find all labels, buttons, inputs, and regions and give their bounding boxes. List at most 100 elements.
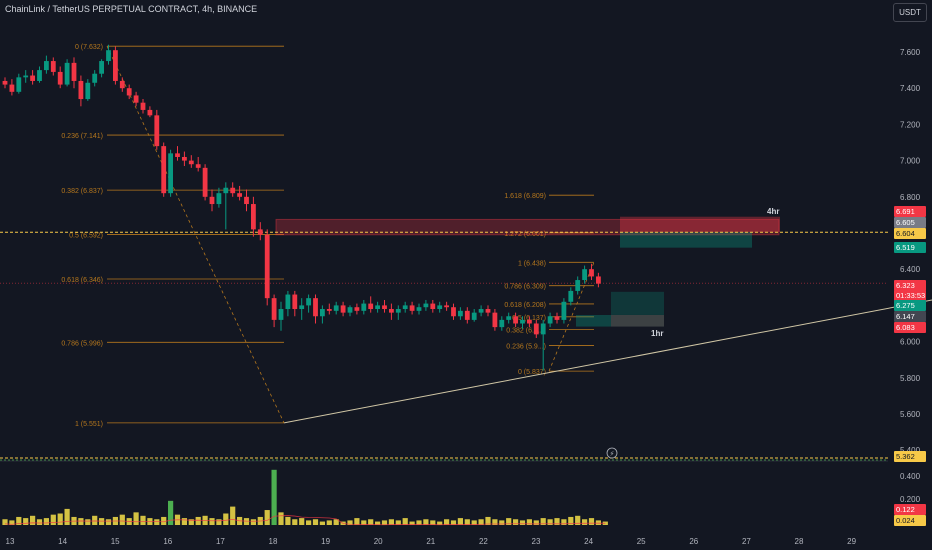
candle-body	[444, 305, 449, 308]
candle-body	[596, 276, 601, 284]
candle-body	[478, 309, 484, 313]
candle-body	[416, 307, 422, 311]
price-tag: 0.024	[894, 515, 926, 526]
currency-button[interactable]: USDT	[893, 3, 927, 22]
candle-body	[506, 316, 512, 320]
candle-body	[423, 303, 429, 308]
fibonacci-retracements[interactable]: 0 (7.632) 0.236 (7.141) 0.382 (6.837) 0.5 (…	[61, 44, 594, 428]
volume-bar	[437, 521, 443, 525]
fib-level-label: 0.382 (6.0...)	[506, 328, 546, 335]
candle-body	[458, 310, 463, 317]
volume-bar	[485, 516, 491, 525]
candle-body	[126, 88, 132, 96]
candle-body	[540, 323, 546, 335]
volume-bar	[299, 518, 305, 525]
volume-bar	[381, 520, 388, 525]
volume-bar	[450, 520, 457, 525]
trend-lines[interactable]: ⚡	[0, 46, 932, 461]
candle-body	[437, 305, 443, 310]
volume-bar	[230, 506, 236, 525]
rising-trendline	[283, 299, 932, 424]
fib-level-label: 1.618 (6.809)	[504, 193, 546, 200]
candle-body	[195, 164, 201, 168]
volume-bar	[471, 520, 477, 525]
fib-level-label: 0.5 (6.592)	[69, 232, 103, 239]
candle-body	[520, 319, 525, 324]
candle-body	[547, 316, 553, 324]
volume-tick-label: 0.400	[900, 472, 921, 481]
date-tick-label: 28	[795, 537, 804, 546]
candle-body	[527, 319, 532, 324]
candle-body	[168, 153, 173, 194]
fib-level-label: 0 (7.632)	[75, 44, 103, 51]
candle-body	[57, 71, 63, 85]
volume-bar	[326, 520, 332, 525]
candle-body	[568, 290, 574, 302]
candlesticks	[2, 44, 601, 371]
candle-body	[264, 234, 270, 299]
candle-body	[154, 115, 160, 147]
candle-body	[50, 61, 56, 72]
date-tick-label: 21	[426, 537, 435, 546]
price-tag: 5.362	[894, 451, 926, 462]
volume-bar	[181, 518, 187, 525]
candle-body	[402, 305, 408, 310]
candle-body	[37, 70, 42, 81]
date-tick-label: 26	[689, 537, 698, 546]
candle-body	[2, 80, 8, 85]
date-tick-label: 16	[163, 537, 172, 546]
volume-bar	[30, 515, 36, 525]
candle-body	[78, 80, 84, 100]
price-tag: 6.275	[894, 300, 926, 311]
volume-bar	[423, 519, 429, 525]
volume-bar	[540, 518, 546, 525]
volume-bar	[92, 515, 98, 525]
volume-bar	[368, 519, 374, 525]
alert-clock-icon	[606, 447, 618, 459]
volume-bar	[513, 519, 519, 525]
volume-bar	[133, 512, 139, 525]
volume-bar	[9, 520, 15, 525]
candle-body	[361, 303, 367, 311]
candle-body	[409, 305, 415, 311]
volume-bar	[457, 518, 463, 525]
volume-bar	[168, 500, 174, 525]
volume-bar	[78, 518, 84, 525]
volume-bar	[99, 518, 105, 525]
volume-bar	[23, 518, 29, 525]
fib-diagonal	[548, 262, 595, 372]
volume-bar	[154, 519, 160, 525]
price-zones[interactable]: 4hr 1hr	[275, 207, 780, 338]
candle-body	[299, 305, 305, 310]
fib-level-label: 0.236 (7.141)	[61, 133, 103, 140]
volume-bar	[57, 513, 63, 525]
candle-body	[271, 298, 277, 320]
candle-body	[244, 196, 249, 205]
volume-bar	[554, 518, 560, 525]
volume-bar	[575, 515, 581, 525]
price-tick-label: 6.000	[900, 338, 921, 347]
candle-body	[23, 75, 29, 78]
candle-body	[16, 77, 22, 92]
date-tick-label: 27	[742, 537, 751, 546]
fib-level-label: 0.786 (5.996)	[61, 340, 103, 347]
candle-body	[389, 309, 394, 313]
volume-bar	[595, 520, 601, 525]
candle-body	[216, 193, 222, 205]
fib-level-label: 0 (5.837)	[518, 369, 546, 376]
volume-bar	[319, 521, 325, 525]
candle-body	[251, 204, 256, 230]
price-tick-label: 7.400	[900, 84, 921, 93]
candle-body	[278, 309, 284, 320]
volume-bar	[506, 518, 512, 525]
volume-bar	[161, 516, 167, 525]
candle-body	[237, 193, 242, 197]
volume-bar	[464, 519, 470, 525]
candle-body	[320, 309, 325, 317]
volume-bar	[140, 515, 146, 525]
volume-bar	[561, 519, 567, 525]
price-tick-label: 6.400	[900, 265, 921, 274]
volume-bar	[409, 521, 415, 525]
short-target-zone	[620, 232, 752, 248]
